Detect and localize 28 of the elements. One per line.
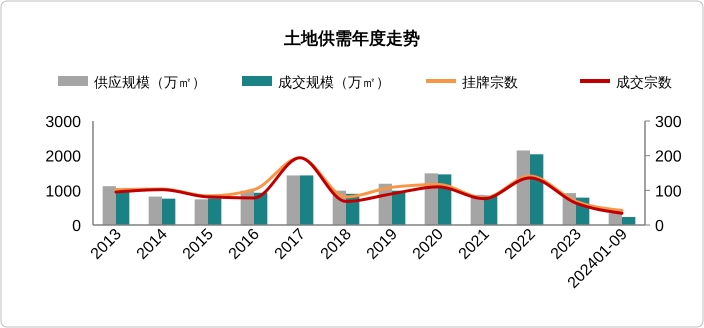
bar	[148, 196, 162, 225]
bar	[102, 186, 116, 225]
y2-tick-label: 300	[655, 114, 682, 131]
legend-label: 成交规模（万㎡）	[278, 74, 390, 90]
bar	[392, 190, 406, 225]
bar	[300, 175, 314, 225]
bar	[286, 175, 300, 225]
bar	[608, 213, 622, 225]
y-tick-label: 2000	[45, 148, 82, 166]
legend-label: 挂牌宗数	[462, 74, 518, 90]
bar	[208, 198, 222, 225]
y2-tick-label: 100	[655, 183, 682, 200]
legend-label: 供应规模（万㎡）	[94, 74, 206, 90]
y-tick-label: 3000	[45, 114, 82, 131]
y-tick-label: 0	[72, 218, 82, 235]
bar	[530, 154, 544, 225]
bar	[116, 192, 130, 225]
bar	[622, 217, 636, 225]
bar	[484, 196, 498, 225]
y2-tick-label: 0	[655, 218, 664, 235]
bar	[162, 198, 176, 225]
legend-label: 成交宗数	[616, 74, 672, 90]
bar	[194, 199, 208, 225]
bar	[516, 150, 530, 225]
y-tick-label: 1000	[45, 183, 82, 200]
bar	[254, 192, 268, 225]
chart-title: 土地供需年度走势	[283, 29, 420, 48]
y2-tick-label: 200	[655, 148, 682, 166]
